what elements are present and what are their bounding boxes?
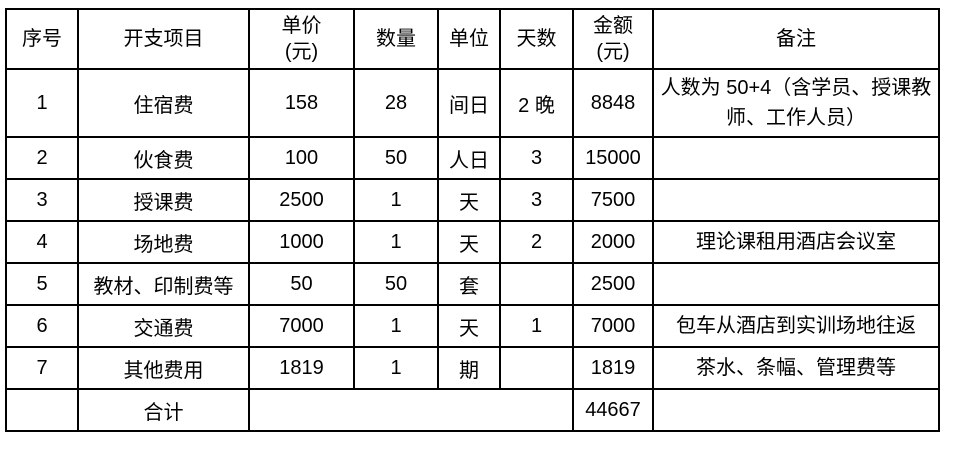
cell-item: 场地费 [77,220,250,264]
table-row: 4 场地费 1000 1 天 2 2000 理论课租用酒店会议室 [5,220,940,264]
cell-qty: 1 [353,346,439,390]
cell-days [499,346,574,390]
cell-price: 7000 [248,304,355,348]
header-price: 单价 (元) [248,8,355,70]
cell-unit: 人日 [437,136,501,180]
header-no: 序号 [5,8,79,70]
cell-qty: 1 [353,178,439,222]
cell-no: 5 [5,262,79,306]
table-row: 7 其他费用 1819 1 期 1819 茶水、条幅、管理费等 [5,346,940,390]
cell-qty: 50 [353,136,439,180]
cell-item: 其他费用 [77,346,250,390]
cell-remark: 茶水、条幅、管理费等 [652,346,940,390]
header-item: 开支项目 [77,8,250,70]
header-unit: 单位 [437,8,501,70]
cell-amount: 8848 [572,68,654,138]
cell-remark [652,178,940,222]
cell-qty: 1 [353,304,439,348]
total-empty-no [5,388,79,432]
cell-price: 2500 [248,178,355,222]
cell-no: 6 [5,304,79,348]
page: 序号 开支项目 单价 (元) 数量 单位 天数 金额 (元) 备注 1 住宿费 15… [0,8,954,449]
cell-price: 158 [248,68,355,138]
cell-price: 100 [248,136,355,180]
cell-amount: 2000 [572,220,654,264]
header-amount: 金额 (元) [572,8,654,70]
cell-unit: 天 [437,220,501,264]
cell-days [499,262,574,306]
header-row: 序号 开支项目 单价 (元) 数量 单位 天数 金额 (元) 备注 [5,8,940,70]
cell-item: 住宿费 [77,68,250,138]
cell-remark [652,136,940,180]
table-row: 6 交通费 7000 1 天 1 7000 包车从酒店到实训场地往返 [5,304,940,348]
cell-remark: 包车从酒店到实训场地往返 [652,304,940,348]
cell-item: 教材、印制费等 [77,262,250,306]
table-row: 1 住宿费 158 28 间日 2 晚 8848 人数为 50+4（含学员、授课教师、工作人员… [5,68,940,138]
total-row: 合计 44667 [5,388,940,432]
cell-amount: 15000 [572,136,654,180]
table-row: 2 伙食费 100 50 人日 3 15000 [5,136,940,180]
cell-unit: 套 [437,262,501,306]
table-row: 5 教材、印制费等 50 50 套 2500 [5,262,940,306]
cell-item: 伙食费 [77,136,250,180]
cell-remark: 人数为 50+4（含学员、授课教师、工作人员） [652,68,940,138]
cell-no: 1 [5,68,79,138]
cell-no: 7 [5,346,79,390]
cell-days: 3 [499,136,574,180]
cell-unit: 天 [437,304,501,348]
cell-unit: 间日 [437,68,501,138]
cell-remark: 理论课租用酒店会议室 [652,220,940,264]
total-empty-remark [652,388,940,432]
table-row: 3 授课费 2500 1 天 3 7500 [5,178,940,222]
expense-budget-table: 序号 开支项目 单价 (元) 数量 单位 天数 金额 (元) 备注 1 住宿费 15… [5,8,940,432]
cell-remark [652,262,940,306]
cell-amount: 7000 [572,304,654,348]
cell-item: 授课费 [77,178,250,222]
cell-amount: 1819 [572,346,654,390]
cell-days: 3 [499,178,574,222]
cell-item: 交通费 [77,304,250,348]
cell-no: 2 [5,136,79,180]
cell-days: 2 晚 [499,68,574,138]
cell-no: 3 [5,178,79,222]
total-merged-empty [248,388,574,432]
cell-price: 50 [248,262,355,306]
header-remark: 备注 [652,8,940,70]
cell-amount: 2500 [572,262,654,306]
cell-days: 1 [499,304,574,348]
cell-amount: 7500 [572,178,654,222]
cell-price: 1819 [248,346,355,390]
total-label: 合计 [77,388,250,432]
cell-unit: 期 [437,346,501,390]
cell-days: 2 [499,220,574,264]
cell-price: 1000 [248,220,355,264]
cell-qty: 50 [353,262,439,306]
cell-no: 4 [5,220,79,264]
cell-qty: 28 [353,68,439,138]
header-days: 天数 [499,8,574,70]
header-qty: 数量 [353,8,439,70]
cell-qty: 1 [353,220,439,264]
cell-unit: 天 [437,178,501,222]
total-amount: 44667 [572,388,654,432]
